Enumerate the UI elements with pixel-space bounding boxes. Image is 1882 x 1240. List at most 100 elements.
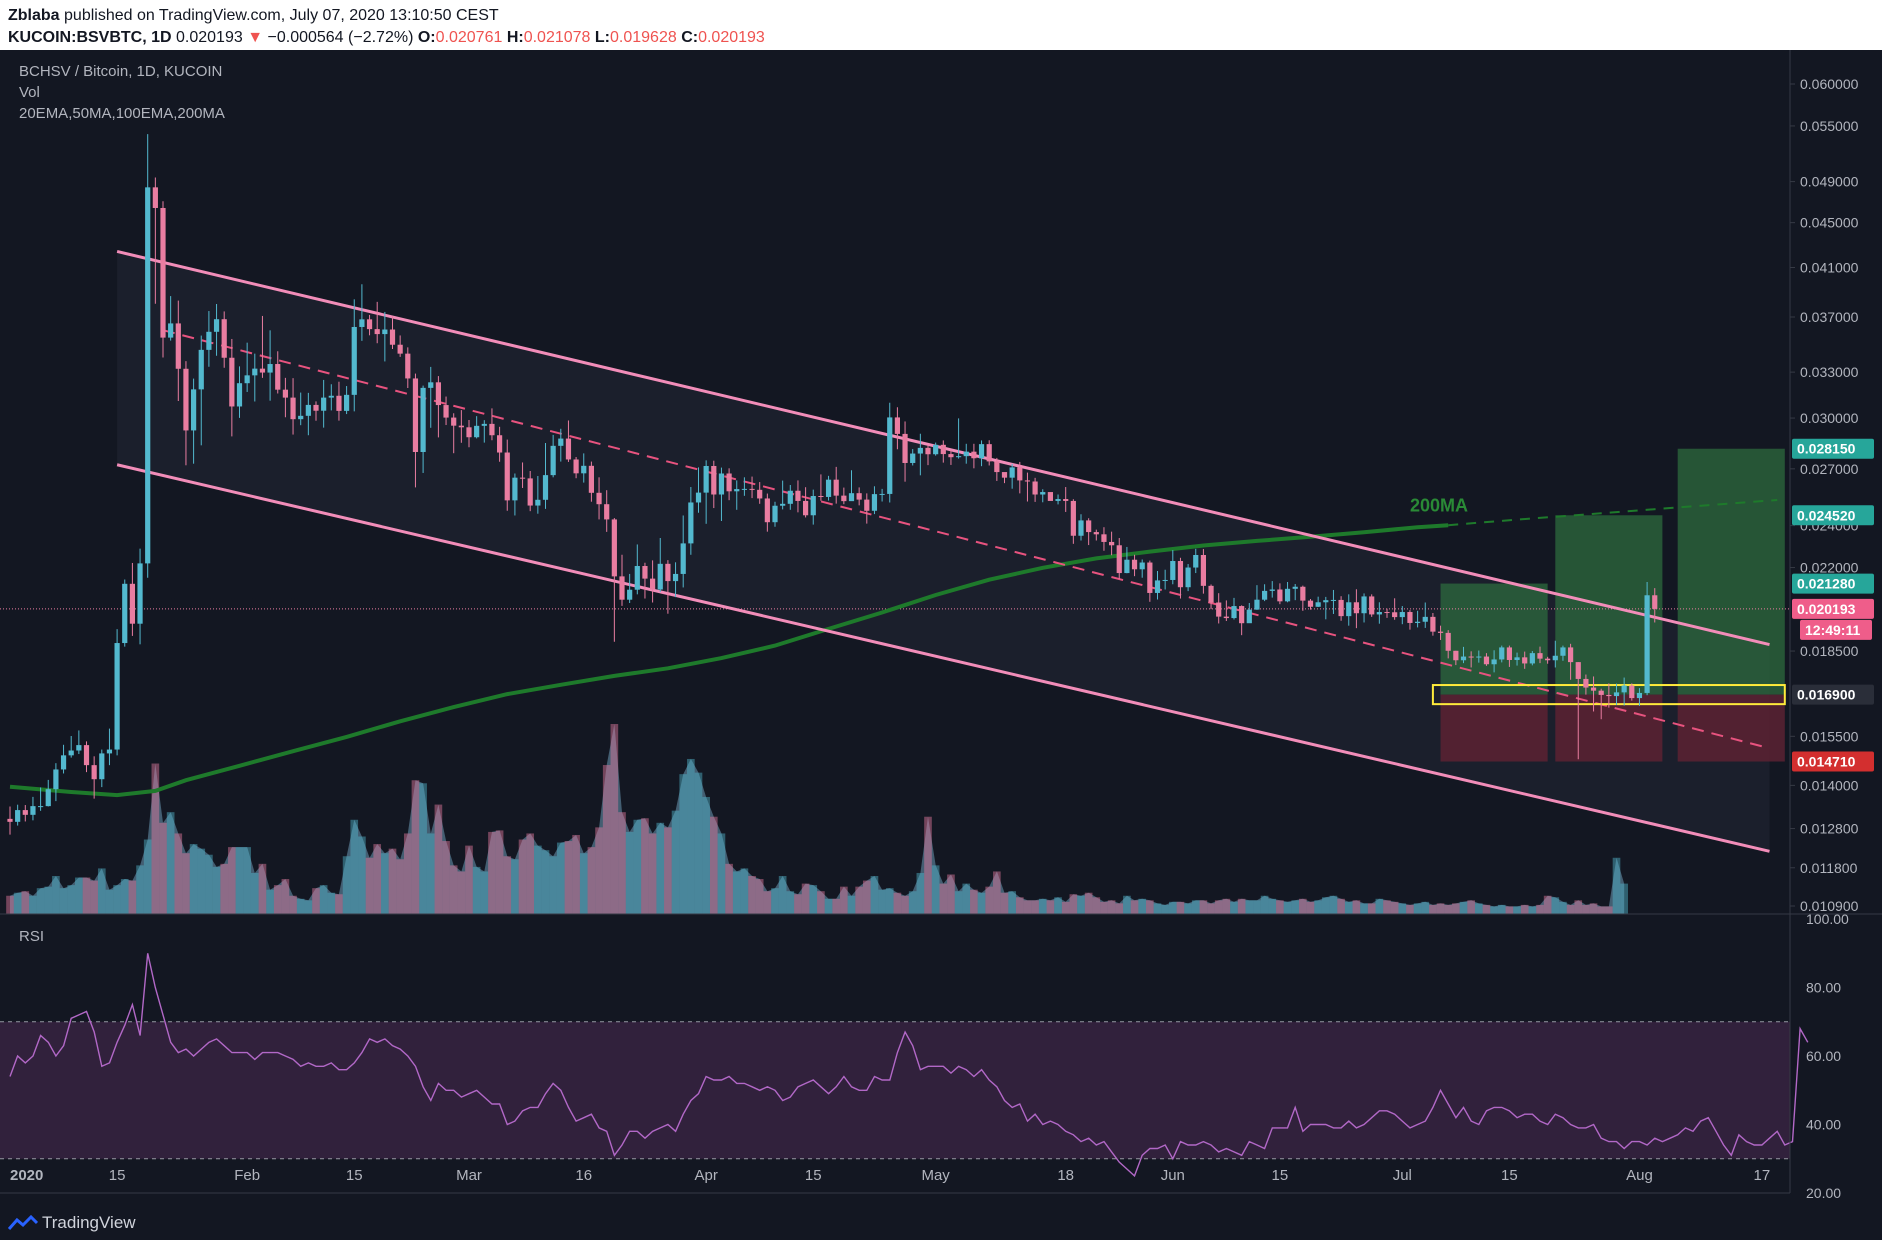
volume-bar [1497,904,1506,914]
volume-bar [725,863,733,914]
volume-bar [120,879,129,914]
candle-body [45,789,51,807]
volume-bar [1513,906,1521,914]
price-label-box [1792,573,1874,594]
candle-body [366,319,373,330]
volume-bar [625,831,634,914]
candle-body [22,810,28,815]
volume-bar [755,879,764,914]
price-tick-label: 0.010900 [1800,898,1859,914]
price-label: 0.021280 [1797,576,1856,592]
volume-bar [1230,901,1238,914]
volume-bar [1352,900,1361,914]
volume-bar [885,888,894,914]
candle-body [634,566,640,590]
volume-bar [228,847,236,914]
volume-bar [1421,901,1430,914]
price-tick-label: 0.015500 [1800,728,1859,744]
candle-body [458,425,464,428]
volume-bar [709,816,718,914]
candle-body [780,503,786,506]
target-zone-1 [1440,583,1548,695]
volume-bar [1436,903,1445,914]
candle-body [351,326,357,395]
price-change: −0.000564 (−2.72%) [267,29,414,46]
candle-body [336,395,342,411]
candle-body [1361,596,1367,614]
volume-bar [220,863,229,914]
volume-bar [1038,898,1047,914]
candle-body [145,187,151,564]
rsi-band [0,1021,1790,1159]
candle-body [489,423,495,436]
candle-body [1598,690,1604,695]
candle-body [1330,599,1337,601]
chart-canvas[interactable]: 0.060000 0.055000 0.049000 0.045000 0.041000… [0,50,1882,1203]
candle-body [910,453,916,463]
candle-body [986,444,992,462]
candle-body [619,576,625,600]
candle-body [611,519,617,577]
candle-body [672,573,679,582]
volume-bar [6,895,14,914]
candle-body [290,397,296,420]
price-tick-label: 0.011800 [1800,860,1858,876]
time-tick-label: 15 [1272,1167,1289,1184]
volume-bar [671,810,680,914]
candle-body [887,417,893,494]
volume-bar [908,891,917,914]
candle-body [833,479,839,496]
author-name[interactable]: Zblaba [8,7,60,24]
candle-body [933,444,939,455]
candle-body [152,187,158,208]
candle-body [7,818,13,822]
volume-bar [327,892,336,914]
volume-bar [29,895,37,914]
candle-body [1353,602,1359,614]
candle-body [244,375,250,384]
candle-body [604,504,610,520]
stop-zone-1 [1440,694,1548,762]
volume-bar [105,889,114,914]
candle-body [1399,612,1405,618]
close-label: C: [681,29,699,46]
candle-body [1636,692,1643,699]
candle-body [1300,586,1306,601]
time-tick-label: Apr [694,1167,717,1184]
candle-body [1047,492,1053,501]
candle-body [1652,595,1658,609]
candle-body [703,465,709,493]
volume-bar [419,783,427,914]
volume-bar [771,888,779,914]
volume-bar [595,827,603,914]
volume-bar [1176,901,1185,914]
candle-body [1101,534,1107,542]
candle-body [994,461,1000,473]
volume-bar [1429,904,1437,914]
volume-bar [1107,900,1116,914]
volume-bar [687,758,695,914]
volume-bar [90,880,98,914]
candle-body [252,368,258,376]
candle-body [481,423,487,426]
candle-body [122,583,128,644]
volume-bar [732,871,741,914]
time-tick-label: Mar [456,1167,482,1184]
candle-body [879,493,885,495]
channel-fill [117,251,1770,852]
candle-body [1445,632,1451,651]
candle-body [1124,559,1130,574]
candle-body [1514,657,1520,660]
footer-brand[interactable]: TradingView [42,1213,136,1232]
volume-bar [801,883,810,914]
candle-body [657,563,663,590]
candle-body [1093,532,1099,535]
candle-body [83,745,90,766]
volume-bar [862,880,871,914]
time-tick-label: 2020 [10,1167,43,1184]
volume-bar [717,833,726,914]
candle-body [1200,554,1206,586]
candle-body [1613,692,1620,697]
volume-bar [1490,906,1498,914]
volume-bar [1253,900,1261,914]
